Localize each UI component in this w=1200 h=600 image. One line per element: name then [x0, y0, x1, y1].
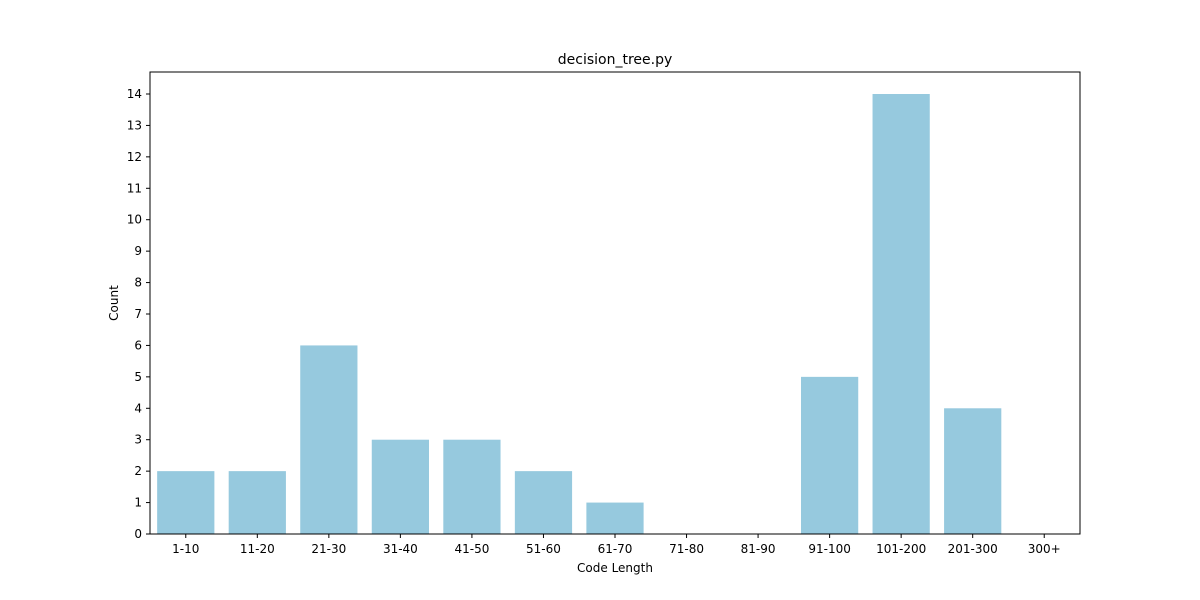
y-tick-label: 7 — [134, 307, 142, 321]
y-tick-label: 11 — [127, 181, 142, 195]
x-tick-label: 31-40 — [383, 542, 418, 556]
bar-51-60 — [514, 471, 573, 534]
plot-frame — [149, 71, 1081, 535]
x-tick-label: 51-60 — [526, 542, 561, 556]
bar-91-100 — [801, 376, 859, 534]
x-axis: 1-10 11-20 21-30 31-40 41-50 51-60 61-70 71-80 8… — [172, 534, 1061, 556]
y-axis-label: Count — [107, 285, 121, 321]
y-tick-label: 1 — [134, 496, 142, 510]
y-tick-label: 14 — [127, 87, 142, 101]
x-tick-label: 11-20 — [240, 542, 275, 556]
bar-41-50 — [443, 439, 501, 534]
x-tick-label: 61-70 — [598, 542, 633, 556]
chart-title: decision_tree.py — [558, 52, 673, 68]
bar-21-30 — [300, 345, 358, 534]
y-tick-label: 2 — [134, 464, 142, 478]
x-tick-label: 81-90 — [741, 542, 776, 556]
y-tick-label: 6 — [134, 338, 142, 352]
x-tick-label: 201-300 — [948, 542, 998, 556]
x-tick-label: 71-80 — [669, 542, 704, 556]
bar-61-70 — [586, 502, 644, 534]
x-tick-label: 101-200 — [876, 542, 926, 556]
y-tick-label: 5 — [134, 370, 142, 384]
y-tick-label: 13 — [127, 118, 142, 132]
x-tick-label: 300+ — [1028, 542, 1061, 556]
x-tick-label: 41-50 — [454, 542, 489, 556]
y-tick-label: 3 — [134, 433, 142, 447]
y-tick-label: 9 — [134, 244, 142, 258]
x-tick-label: 1-10 — [172, 542, 199, 556]
bar-201-300 — [944, 408, 1002, 534]
bar-1-10 — [157, 471, 215, 534]
y-tick-label: 4 — [134, 401, 142, 415]
y-tick-label: 10 — [127, 213, 142, 227]
y-tick-label: 8 — [134, 276, 142, 290]
bars-group — [157, 94, 1002, 534]
bar-101-200 — [872, 94, 930, 534]
y-tick-label: 12 — [127, 150, 142, 164]
bar-11-20 — [228, 471, 286, 534]
x-axis-label: Code Length — [577, 561, 653, 575]
x-tick-label: 91-100 — [808, 542, 851, 556]
x-tick-label: 21-30 — [311, 542, 346, 556]
y-tick-label: 0 — [134, 527, 142, 541]
bar-31-40 — [371, 439, 429, 534]
